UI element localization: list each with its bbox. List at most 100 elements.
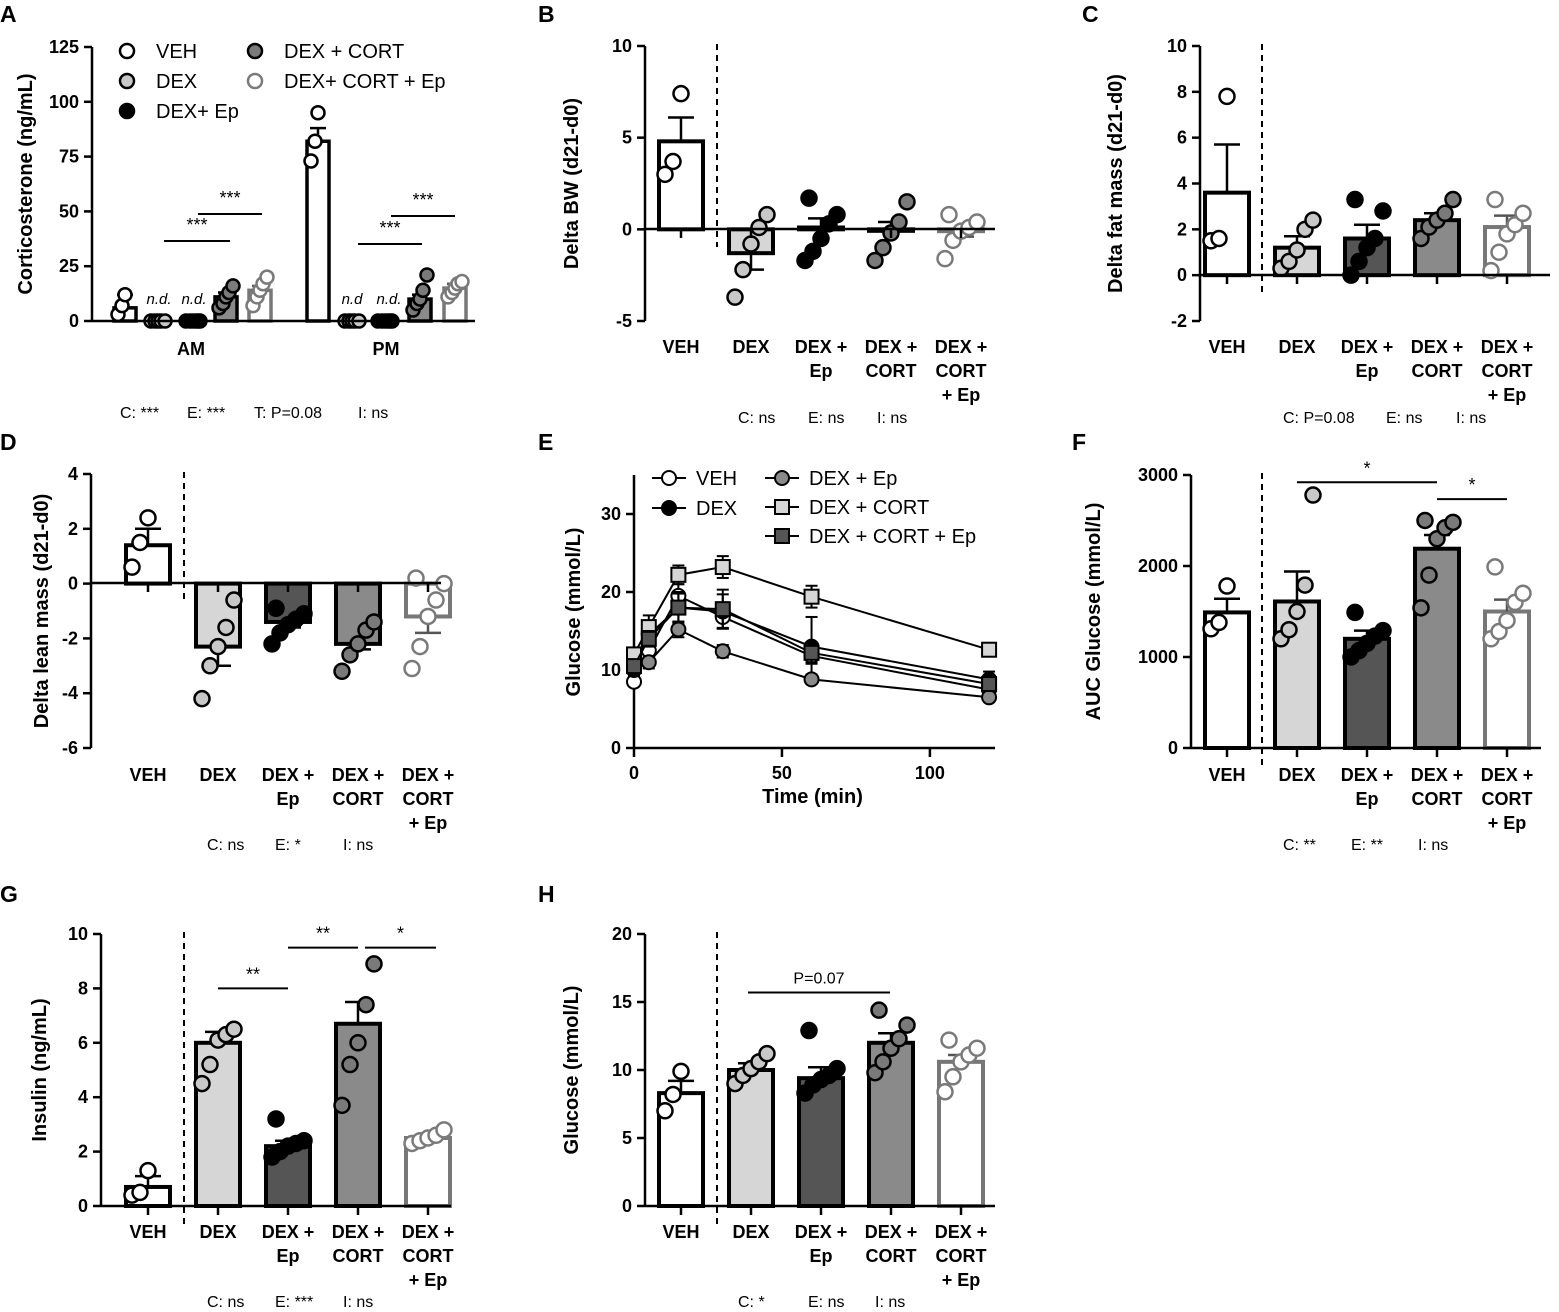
data-point <box>866 251 884 270</box>
category-label-line: DEX <box>199 765 236 785</box>
panel-letter: G <box>0 881 18 907</box>
y-tick-label: 5 <box>622 1128 632 1148</box>
data-point <box>750 218 768 237</box>
y-tick-label: 8 <box>78 978 88 998</box>
y-axis-title: Insulin (ng/mL) <box>29 998 51 1141</box>
data-point <box>411 637 429 656</box>
panel-letter: A <box>0 1 17 27</box>
category-label: DEX <box>1278 765 1315 785</box>
data-point <box>890 213 908 231</box>
data-point <box>800 1021 818 1040</box>
data-point <box>201 1055 219 1074</box>
data-point <box>1506 216 1524 234</box>
data-point <box>1280 252 1298 271</box>
category-label-line: DEX <box>732 337 769 357</box>
stats-label: E: ns <box>1386 410 1422 427</box>
stats-label: C: ** <box>1283 837 1316 854</box>
category-label-line: CORT <box>1482 789 1533 809</box>
category-label-line: CORT <box>866 361 917 381</box>
y-axis-title: Delta BW (d21-d0) <box>561 98 583 269</box>
y-tick-label: 4 <box>1177 174 1187 194</box>
legend-marker <box>246 72 264 90</box>
y-axis-title: AUC Glucose (mmol/L) <box>1083 503 1105 721</box>
data-point <box>940 1031 958 1049</box>
data-point <box>454 273 470 290</box>
stats-label: I: ns <box>358 405 388 422</box>
significance-label: *** <box>186 215 207 235</box>
y-tick-label: 3000 <box>1138 465 1178 485</box>
data-point <box>259 269 275 285</box>
category-label: DEX + CORT + Ep <box>935 337 988 405</box>
y-tick-label: 10 <box>601 660 621 680</box>
category-label-line: DEX + <box>1481 765 1534 785</box>
category-label-line: DEX + <box>935 1222 988 1242</box>
data-point <box>193 689 211 708</box>
data-point <box>419 607 437 626</box>
y-tick-label: 75 <box>59 147 79 167</box>
data-point <box>1280 620 1298 639</box>
data-point <box>1436 204 1454 223</box>
category-label-line: DEX + <box>1411 765 1464 785</box>
panel-letter: B <box>538 1 555 27</box>
category-label: DEX + CORT + Ep <box>1481 765 1534 833</box>
stats-label: E: *** <box>187 405 225 422</box>
group-label-am: AM <box>177 339 205 359</box>
y-axis-title: Glucose (mmol/L) <box>563 528 585 697</box>
category-label-line: DEX <box>199 1222 236 1242</box>
category-label: DEX + Ep <box>1341 765 1394 809</box>
panel-letter: H <box>538 881 555 907</box>
data-point <box>1304 211 1322 229</box>
data-point <box>874 238 892 257</box>
y-tick-label: 0 <box>68 574 78 594</box>
data-point <box>1444 513 1462 532</box>
data-point <box>1412 599 1430 617</box>
data-point <box>365 955 383 973</box>
category-label-line: Ep <box>1355 361 1378 381</box>
data-point <box>1486 190 1504 209</box>
y-tick-label: 5 <box>622 128 632 148</box>
y-tick-label: 50 <box>59 201 79 221</box>
legend-label: DEX + CORT <box>284 41 404 63</box>
category-label: VEH <box>1208 765 1245 785</box>
stats-label: C: * <box>738 1294 765 1311</box>
stats-label: C: ns <box>738 410 775 427</box>
category-label-line: DEX + <box>1411 337 1464 357</box>
data-point <box>664 1085 682 1104</box>
y-tick-label: 100 <box>49 92 79 112</box>
category-label: VEH <box>129 1222 166 1242</box>
category-label-line: DEX + <box>1341 765 1394 785</box>
data-point <box>349 1034 367 1052</box>
data-point <box>803 644 820 661</box>
stats-label: E: ns <box>808 410 844 427</box>
data-point <box>131 533 149 552</box>
significance-label: *** <box>379 218 400 238</box>
y-tick-label: 20 <box>612 924 632 944</box>
stats-label: C: ns <box>207 837 244 854</box>
data-point <box>626 658 642 675</box>
category-label: DEX + CORT <box>1411 337 1464 381</box>
data-point <box>1416 511 1434 530</box>
category-label-line: Ep <box>276 1246 299 1266</box>
category-label-line: CORT <box>1412 789 1463 809</box>
legend-label: DEX + CORT + Ep <box>809 526 976 548</box>
data-point <box>828 1059 846 1078</box>
category-label-line: DEX + <box>1341 337 1394 357</box>
y-tick-label: 6 <box>1177 128 1187 148</box>
category-label: DEX + CORT + Ep <box>402 1222 455 1290</box>
category-label-line: VEH <box>129 765 166 785</box>
legend-label: DEX+ Ep <box>156 101 239 123</box>
data-point <box>726 288 744 306</box>
legend-label: DEX <box>696 498 737 520</box>
stats-label: I: ns <box>343 837 373 854</box>
legend-marker <box>118 102 136 120</box>
significance-label: P=0.07 <box>793 970 844 987</box>
data-point <box>828 205 846 224</box>
y-tick-label: 8 <box>1177 82 1187 102</box>
significance-label: *** <box>412 190 433 210</box>
stats-label: I: ns <box>875 1294 905 1311</box>
data-point <box>201 657 219 675</box>
category-label-line: CORT <box>866 1246 917 1266</box>
y-tick-label: 2 <box>78 1142 88 1162</box>
